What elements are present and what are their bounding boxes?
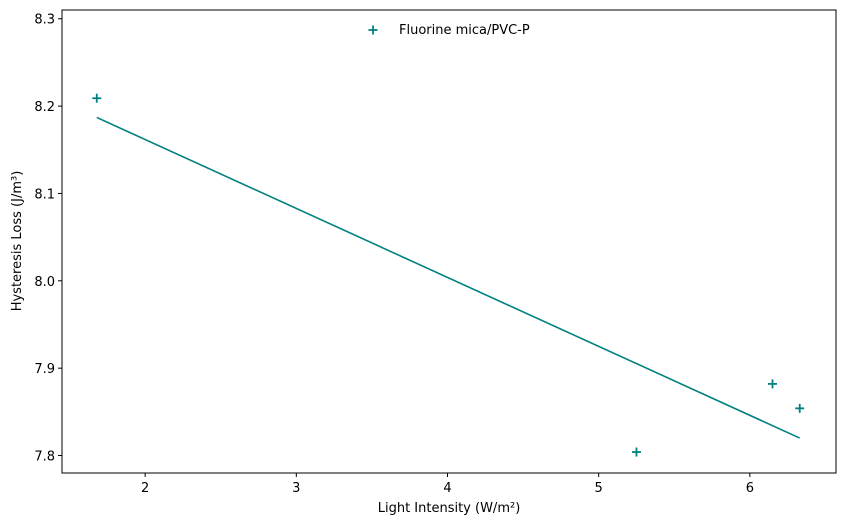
x-tick-label: 4 — [443, 481, 451, 496]
legend-marker-plus-icon — [368, 25, 378, 35]
x-axis-label: Light Intensity (W/m²) — [378, 501, 521, 516]
y-tick-label: 8.3 — [34, 13, 55, 28]
y-tick-label: 8.2 — [34, 100, 55, 115]
x-axis-ticks: 2 3 4 5 6 — [141, 473, 754, 496]
data-point — [92, 93, 102, 103]
y-axis-label: Hysteresis Loss (J/m³) — [10, 171, 25, 312]
legend: Fluorine mica/PVC-P — [368, 23, 530, 38]
fit-line-layer — [96, 116, 801, 439]
y-tick-label: 7.8 — [34, 450, 55, 465]
y-tick-label: 8.1 — [34, 187, 55, 202]
legend-label: Fluorine mica/PVC-P — [399, 23, 530, 38]
legend-plus — [368, 25, 378, 35]
y-tick-label: 8.0 — [34, 275, 55, 290]
plot-area — [62, 10, 836, 473]
y-tick-label: 7.9 — [34, 362, 55, 377]
x-tick-label: 2 — [141, 481, 149, 496]
data-point — [631, 447, 641, 457]
x-tick-label: 5 — [595, 481, 603, 496]
plot-frame — [61, 9, 837, 474]
data-points-layer — [92, 93, 805, 457]
data-point — [768, 379, 778, 389]
x-tick-label: 3 — [292, 481, 300, 496]
y-axis-ticks: 7.8 7.9 8.0 8.1 8.2 8.3 — [34, 13, 62, 465]
fit-line — [96, 116, 801, 439]
x-tick-label: 6 — [746, 481, 754, 496]
data-point — [795, 403, 805, 413]
